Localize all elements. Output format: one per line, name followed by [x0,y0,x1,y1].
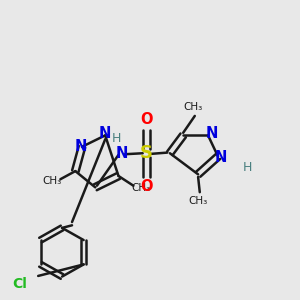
Text: N: N [74,139,86,154]
Text: S: S [140,144,153,162]
Text: H: H [243,161,253,174]
Text: CH₃: CH₃ [43,176,62,186]
Text: H: H [112,132,122,145]
Text: CH₃: CH₃ [188,196,208,206]
Text: N: N [205,126,218,141]
Text: N: N [116,146,128,161]
Text: CH₃: CH₃ [131,183,151,193]
Text: O: O [140,179,153,194]
Text: O: O [140,112,153,127]
Text: N: N [99,126,111,141]
Text: Cl: Cl [13,277,27,291]
Text: CH₃: CH₃ [184,102,203,112]
Text: N: N [214,150,227,165]
